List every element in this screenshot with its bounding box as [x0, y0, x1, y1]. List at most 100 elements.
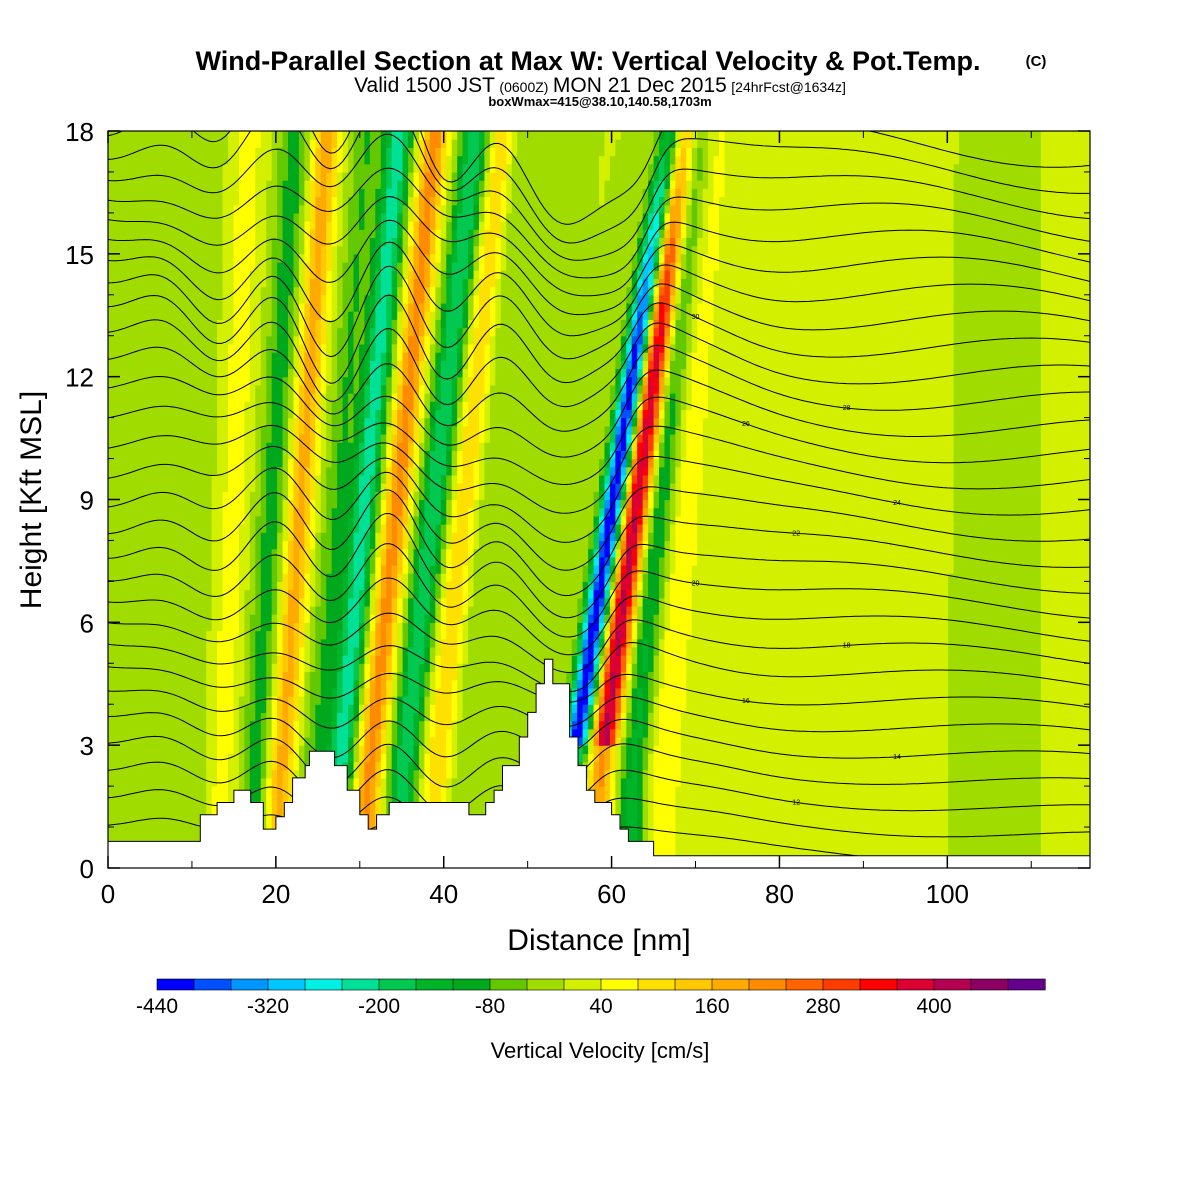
velocity-cell — [358, 368, 366, 378]
velocity-cell — [108, 401, 115, 411]
velocity-cell — [315, 687, 322, 697]
velocity-cell — [266, 483, 273, 492]
velocity-cell — [320, 376, 327, 386]
velocity-cell — [206, 147, 213, 157]
velocity-cell — [402, 777, 409, 787]
velocity-cell — [238, 753, 245, 763]
velocity-cell — [397, 155, 404, 165]
velocity-cell — [146, 409, 153, 419]
velocity-cell — [375, 507, 382, 517]
velocity-cell — [326, 565, 333, 574]
velocity-cell — [386, 360, 393, 370]
velocity-cell — [260, 630, 267, 640]
velocity-cell — [255, 745, 262, 754]
velocity-cell — [211, 450, 218, 460]
velocity-cell — [266, 745, 273, 754]
velocity-cell — [211, 499, 218, 509]
velocity-cell — [113, 401, 120, 411]
velocity-cell — [288, 777, 295, 787]
velocity-cell — [342, 491, 349, 501]
velocity-cell — [380, 319, 387, 329]
velocity-cell — [189, 761, 196, 771]
velocity-cell — [211, 401, 218, 411]
velocity-cell — [211, 204, 218, 214]
velocity-cell — [364, 311, 371, 320]
velocity-cell — [157, 188, 164, 198]
velocity-cell — [326, 335, 333, 345]
velocity-cell — [348, 196, 355, 206]
velocity-cell — [151, 696, 158, 705]
velocity-cell — [217, 499, 224, 509]
velocity-cell — [249, 712, 256, 722]
velocity-cell — [375, 171, 382, 181]
velocity-cell — [217, 671, 224, 681]
velocity-cell — [146, 376, 153, 386]
velocity-cell — [298, 540, 305, 550]
velocity-cell — [315, 548, 322, 558]
velocity-cell — [326, 204, 333, 214]
velocity-cell — [129, 786, 136, 795]
velocity-cell — [364, 548, 371, 558]
velocity-cell — [238, 483, 245, 492]
velocity-cell — [288, 687, 295, 697]
velocity-cell — [369, 319, 376, 329]
velocity-cell — [162, 319, 169, 329]
velocity-cell — [348, 163, 355, 173]
velocity-cell — [304, 663, 311, 673]
velocity-cell — [233, 532, 240, 542]
velocity-cell — [255, 204, 262, 214]
velocity-cell — [304, 515, 311, 525]
velocity-cell — [178, 827, 185, 836]
velocity-cell — [331, 180, 338, 189]
velocity-cell — [260, 147, 267, 157]
velocity-cell — [375, 450, 382, 460]
velocity-cell — [348, 302, 355, 312]
velocity-cell — [397, 540, 404, 550]
velocity-cell — [358, 139, 366, 148]
velocity-cell — [173, 294, 180, 304]
velocity-cell — [266, 515, 273, 525]
velocity-cell — [298, 212, 305, 222]
velocity-cell — [277, 630, 284, 640]
velocity-cell — [304, 417, 311, 427]
velocity-cell — [348, 712, 355, 722]
velocity-cell — [249, 786, 256, 795]
velocity-cell — [124, 376, 131, 386]
velocity-cell — [391, 409, 398, 419]
velocity-cell — [146, 237, 153, 247]
velocity-cell — [151, 818, 158, 828]
velocity-cell — [391, 171, 398, 181]
velocity-cell — [200, 614, 207, 623]
velocity-cell — [277, 671, 284, 681]
velocity-cell — [168, 679, 175, 689]
velocity-cell — [353, 270, 360, 279]
velocity-cell — [178, 835, 185, 845]
velocity-cell — [266, 761, 273, 771]
velocity-cell — [348, 753, 355, 763]
velocity-cell — [375, 581, 382, 591]
velocity-cell — [331, 736, 338, 746]
velocity-cell — [178, 794, 185, 804]
velocity-cell — [206, 450, 213, 460]
velocity-cell — [217, 253, 224, 263]
velocity-cell — [228, 671, 235, 681]
velocity-cell — [189, 139, 196, 148]
velocity-cell — [304, 565, 311, 574]
velocity-cell — [178, 417, 185, 427]
velocity-cell — [151, 777, 158, 787]
velocity-cell — [288, 483, 295, 492]
velocity-cell — [206, 507, 213, 517]
velocity-cell — [108, 180, 115, 189]
velocity-cell — [178, 810, 185, 820]
velocity-cell — [391, 393, 398, 402]
velocity-cell — [238, 524, 245, 533]
velocity-cell — [238, 196, 245, 206]
velocity-cell — [277, 474, 284, 484]
velocity-cell — [331, 556, 338, 566]
velocity-cell — [282, 630, 289, 640]
velocity-cell — [304, 736, 311, 746]
velocity-cell — [271, 769, 278, 779]
velocity-cell — [140, 761, 147, 771]
velocity-cell — [375, 483, 382, 492]
velocity-cell — [293, 229, 300, 239]
